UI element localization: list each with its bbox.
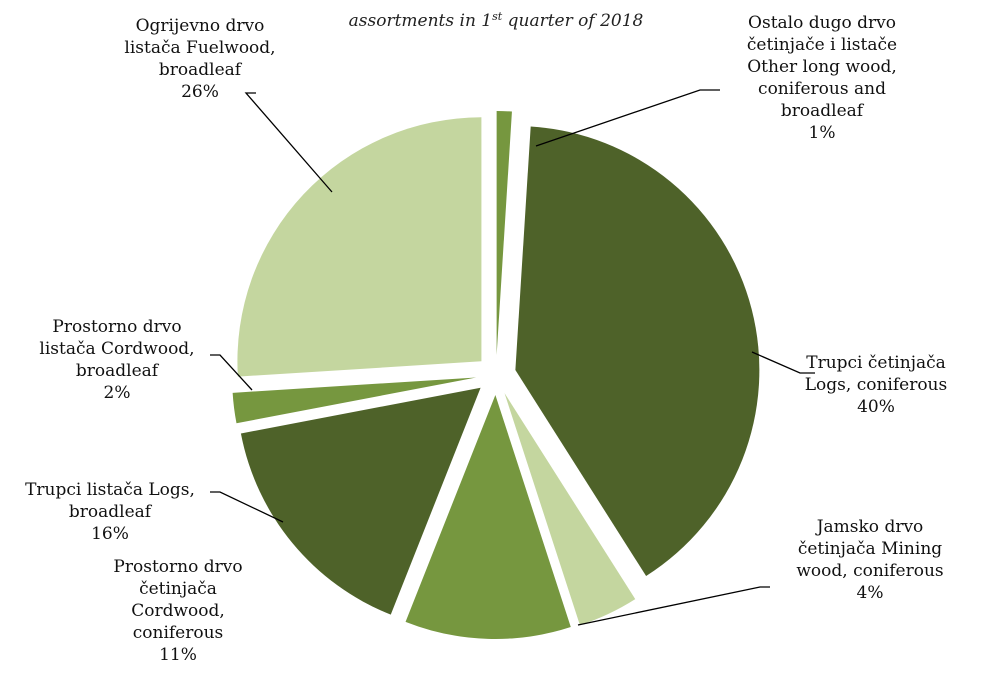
slice-label-2-line-2: wood, coniferous: [796, 561, 943, 581]
leader-line-1: [751, 351, 815, 374]
pie-slice-5: [232, 377, 477, 424]
pie-slice-1: [515, 126, 760, 577]
pie-slice-3: [405, 394, 571, 639]
slice-label-5-line-1: listača Cordwood,: [39, 339, 194, 359]
leader-line-0: [535, 89, 720, 147]
leader-line-6: [244, 92, 333, 193]
slice-label-0-line-2: Other long wood,: [747, 57, 897, 77]
pie-slice-0: [496, 111, 512, 356]
slice-label-0-line-3: coniferous and: [758, 79, 886, 99]
slice-label-1-line-0: Trupci četinjača: [806, 353, 946, 373]
leader-line-2: [577, 586, 770, 626]
slice-label-3: Prostorno drvo četinjača Cordwood, conifero…: [113, 557, 242, 665]
leader-line-4: [210, 491, 284, 523]
slice-label-2-line-1: četinjača Mining: [798, 539, 942, 559]
slice-label-2: Jamsko drvo četinjača Mining wood, conifer…: [796, 517, 943, 603]
slice-label-2-line-3: 4%: [857, 583, 884, 603]
slice-label-4: Trupci listača Logs, broadleaf 16%: [25, 480, 195, 544]
pie-slice-2: [504, 393, 636, 626]
slice-label-6-line-3: 26%: [181, 82, 219, 102]
slice-label-1-line-2: 40%: [857, 397, 895, 417]
slice-label-5-line-3: 2%: [104, 383, 131, 403]
slice-label-4-line-2: 16%: [91, 524, 129, 544]
slice-label-5: Prostorno drvo listača Cordwood, broadleaf…: [39, 317, 194, 403]
slice-label-3-line-4: 11%: [159, 645, 197, 665]
slice-label-6-line-2: broadleaf: [159, 60, 243, 80]
slice-label-6-line-1: listača Fuelwood,: [124, 38, 275, 58]
slice-label-2-line-0: Jamsko drvo: [815, 517, 924, 537]
slice-label-0-line-4: broadleaf: [781, 101, 865, 121]
slice-label-1-line-1: Logs, coniferous: [805, 375, 947, 395]
slice-label-5-line-0: Prostorno drvo: [52, 317, 181, 337]
pie-slice-6: [237, 117, 482, 377]
leader-line-5: [210, 354, 253, 391]
pie-slice-4: [240, 387, 481, 615]
slice-label-1: Trupci četinjača Logs, coniferous 40%: [805, 353, 947, 417]
slice-label-4-line-0: Trupci listača Logs,: [25, 480, 195, 500]
slice-label-0-line-1: četinjače i listače: [747, 35, 897, 55]
slice-label-6-line-0: Ogrijevno drvo: [136, 16, 265, 36]
slice-label-0-line-0: Ostalo dugo drvo: [748, 13, 896, 33]
slice-label-3-line-3: coniferous: [133, 623, 224, 643]
slice-label-0-line-5: 1%: [809, 123, 836, 143]
slice-label-6: Ogrijevno drvo listača Fuelwood, broadleaf…: [124, 16, 275, 102]
slice-label-0: Ostalo dugo drvo četinjače i listače Other…: [747, 13, 897, 143]
chart-title: assortments in 1st quarter of 2018: [349, 10, 644, 32]
slice-label-5-line-2: broadleaf: [76, 361, 160, 381]
slice-label-3-line-2: Cordwood,: [131, 601, 225, 621]
slice-label-3-line-0: Prostorno drvo: [113, 557, 242, 577]
slice-label-4-line-1: broadleaf: [69, 502, 153, 522]
slice-label-3-line-1: četinjača: [139, 579, 217, 599]
